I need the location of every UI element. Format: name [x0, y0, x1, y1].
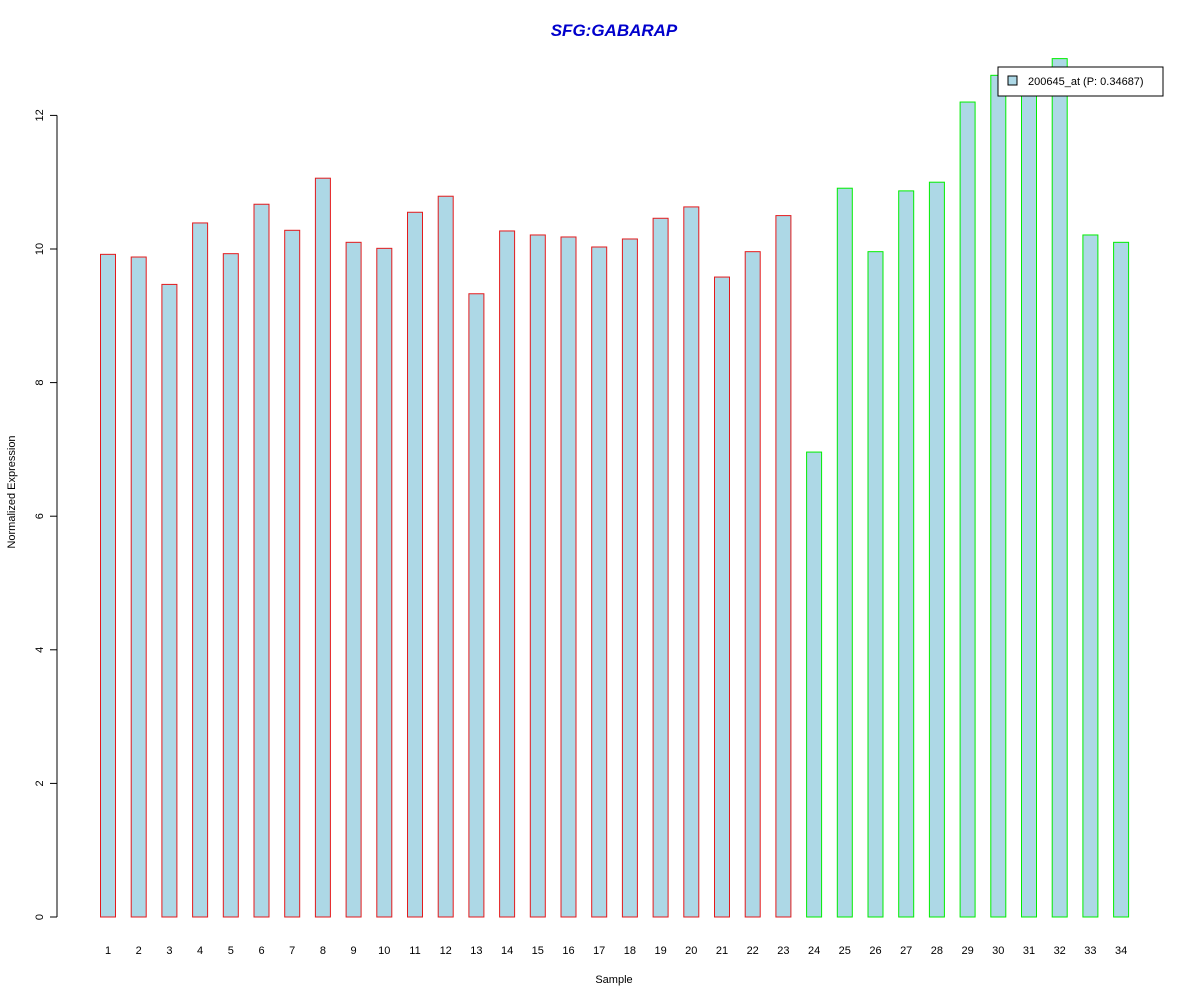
legend: 200645_at (P: 0.34687)	[997, 66, 1164, 97]
x-tick-label: 24	[808, 945, 820, 957]
x-tick-label: 5	[228, 945, 234, 957]
legend-swatch	[1007, 75, 1018, 86]
x-tick-label: 6	[258, 945, 264, 957]
x-tick-label: 19	[654, 945, 666, 957]
x-tick-label: 33	[1084, 945, 1096, 957]
x-tick-label: 31	[1023, 945, 1035, 957]
bar	[1021, 88, 1037, 918]
bar	[468, 293, 485, 918]
x-tick-label: 27	[900, 945, 912, 957]
x-tick-label: 17	[593, 945, 605, 957]
bars	[100, 58, 1130, 918]
x-axis-label: Sample	[595, 974, 632, 986]
legend-label: 200645_at (P: 0.34687)	[1028, 76, 1144, 88]
bar	[928, 181, 945, 918]
bar	[529, 234, 546, 918]
x-tick-label: 10	[378, 945, 390, 957]
y-tick-label: 8	[34, 380, 46, 386]
bar	[437, 195, 454, 918]
chart-title: SFG:GABARAP	[551, 21, 678, 40]
x-tick-label: 1	[105, 945, 111, 957]
bar	[1113, 241, 1130, 918]
bar	[744, 251, 761, 918]
bar	[314, 177, 331, 918]
y-tick-label: 4	[34, 647, 46, 653]
bar	[836, 187, 853, 918]
bar	[560, 236, 577, 918]
x-tick-label: 7	[289, 945, 295, 957]
x-tick-label: 34	[1115, 945, 1127, 957]
x-tick-label: 16	[562, 945, 574, 957]
x-tick-label: 9	[351, 945, 357, 957]
x-tick-label: 2	[136, 945, 142, 957]
x-tick-label: 20	[685, 945, 697, 957]
bar	[161, 283, 178, 918]
x-tick-label: 18	[624, 945, 636, 957]
x-tick-label: 22	[747, 945, 759, 957]
x-tick-label: 4	[197, 945, 203, 957]
y-tick-label: 12	[34, 109, 46, 121]
x-tick-label: 11	[409, 945, 420, 957]
bar	[1051, 58, 1068, 918]
x-tick-label: 8	[320, 945, 326, 957]
bar	[806, 451, 823, 918]
bar	[130, 256, 147, 918]
bar	[867, 251, 884, 918]
bar	[775, 215, 792, 918]
bar	[990, 74, 1007, 918]
x-tick-label: 29	[961, 945, 973, 957]
x-tick-label: 30	[992, 945, 1004, 957]
bar	[1082, 234, 1099, 918]
x-tick-label: 15	[532, 945, 544, 957]
bar	[683, 206, 700, 918]
bar	[714, 276, 730, 918]
bar	[284, 229, 301, 918]
x-tick-label: 21	[716, 945, 728, 957]
bar	[222, 253, 239, 918]
y-axis-label: Normalized Expression	[6, 435, 18, 548]
x-tick-label: 25	[839, 945, 851, 957]
bar	[499, 230, 516, 918]
x-tick-label: 28	[931, 945, 943, 957]
y-tick-label: 6	[34, 513, 46, 519]
x-tick-label: 13	[470, 945, 482, 957]
y-axis: 0 2 4 6 8 10 12	[34, 109, 58, 920]
bar	[100, 253, 116, 918]
x-tick-label: 14	[501, 945, 513, 957]
legend-box	[997, 66, 1164, 97]
y-tick-label: 2	[34, 780, 46, 786]
x-tick-labels: 1 2 3 4 5 6 7 8 9 10 11 12 13 14 15 16 17 18 19 20 21 22 23 24 2…	[105, 945, 1127, 957]
bar	[192, 222, 209, 918]
bar	[898, 190, 915, 918]
x-tick-label: 32	[1054, 945, 1066, 957]
x-tick-label: 12	[440, 945, 452, 957]
bar	[621, 238, 638, 918]
bar	[652, 217, 669, 918]
bar	[253, 203, 270, 918]
bar	[407, 211, 423, 918]
x-tick-label: 3	[166, 945, 172, 957]
x-tick-label: 23	[777, 945, 789, 957]
bar	[376, 247, 393, 918]
bar	[959, 101, 976, 918]
x-tick-label: 26	[869, 945, 881, 957]
bar	[591, 246, 608, 918]
y-tick-label: 10	[34, 243, 46, 255]
y-tick-label: 0	[34, 914, 46, 920]
bar	[345, 241, 362, 918]
